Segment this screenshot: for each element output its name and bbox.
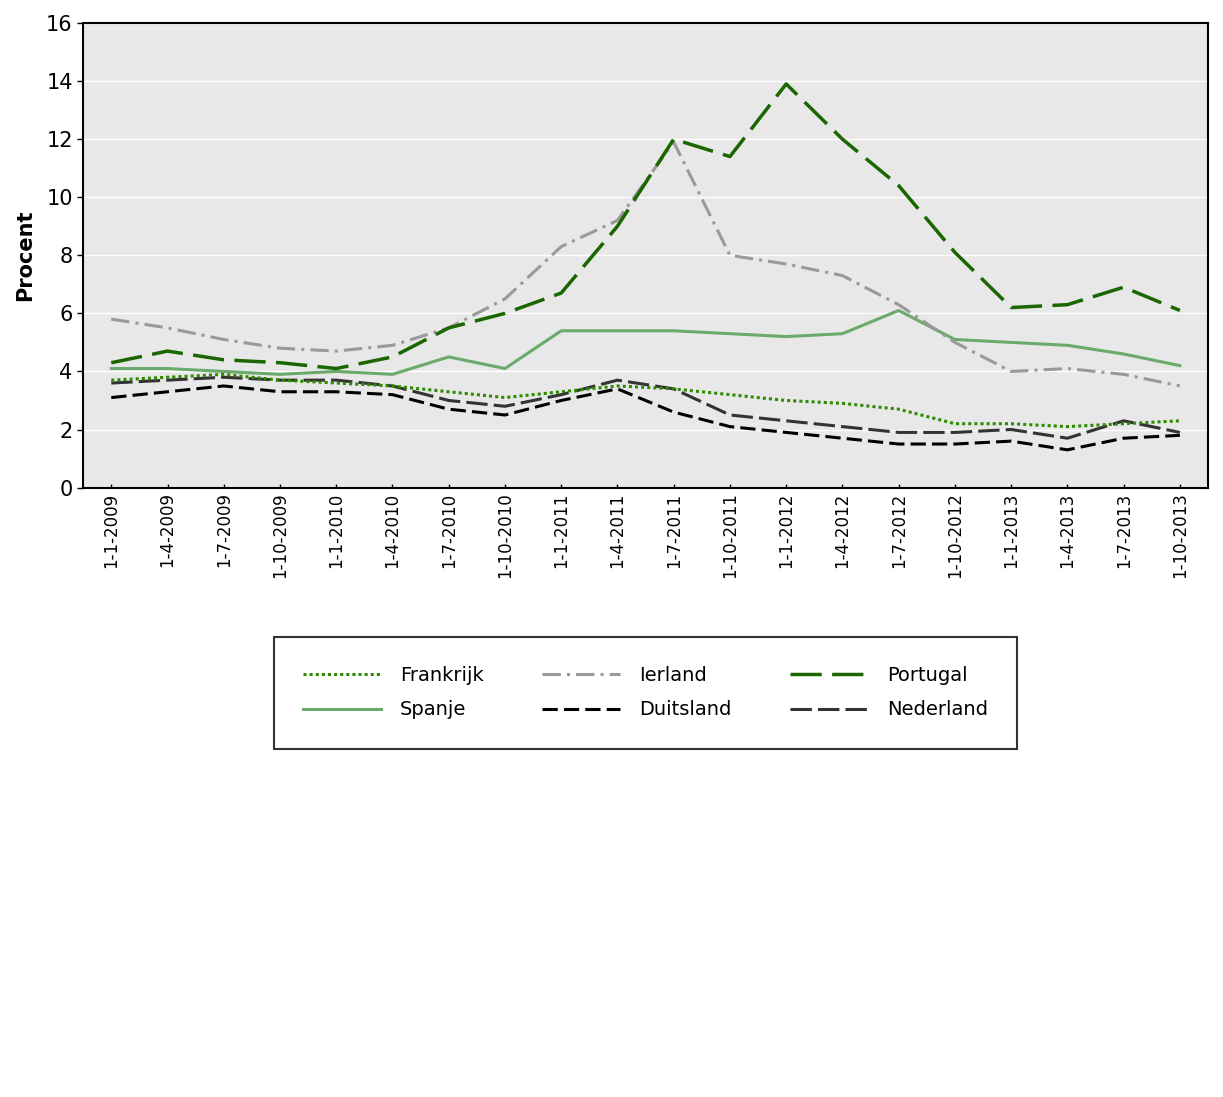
Y-axis label: Procent: Procent xyxy=(15,210,35,301)
Legend: Frankrijk, Spanje, Ierland, Duitsland, Portugal, Nederland: Frankrijk, Spanje, Ierland, Duitsland, P… xyxy=(274,636,1018,748)
